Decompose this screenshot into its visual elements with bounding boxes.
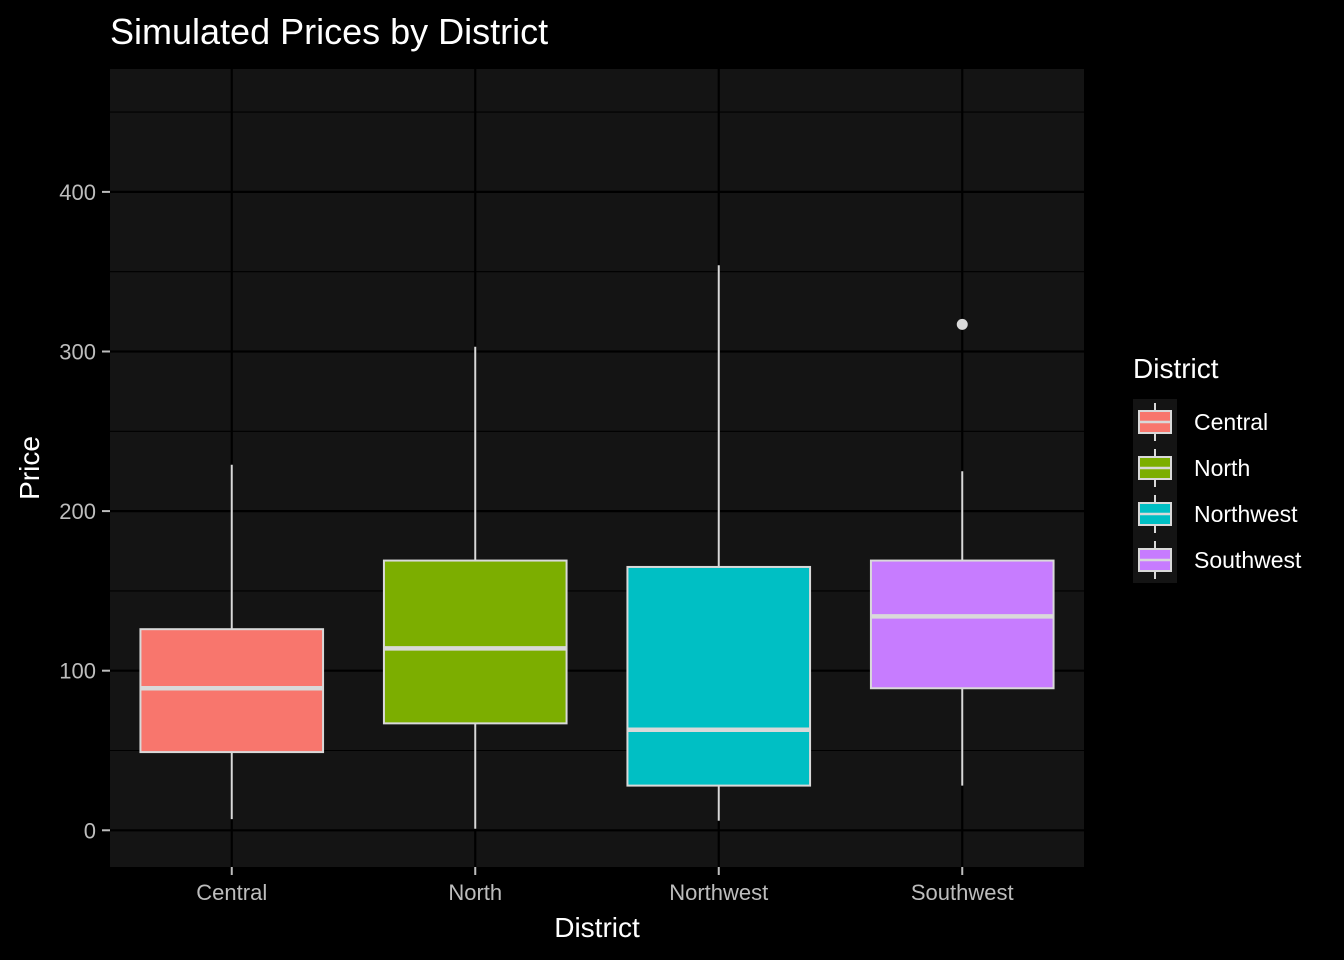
legend-label: Southwest	[1194, 547, 1302, 573]
outlier-point	[956, 318, 968, 330]
box-iqr	[626, 565, 812, 787]
x-tick-label: Central	[196, 880, 267, 905]
legend-key-north	[1138, 449, 1172, 487]
y-tick-label: 0	[84, 818, 96, 843]
box-iqr	[139, 628, 325, 754]
legend-label: Central	[1194, 409, 1268, 435]
y-tick-label: 400	[59, 180, 96, 205]
legend-key-northwest	[1138, 495, 1172, 533]
y-tick-label: 200	[59, 499, 96, 524]
legend-title: District	[1133, 353, 1219, 384]
legend-key-southwest	[1138, 541, 1172, 579]
box-layer	[139, 265, 1055, 829]
box-iqr	[382, 559, 568, 725]
box-north	[382, 346, 568, 829]
y-tick-label: 100	[59, 659, 96, 684]
chart-title: Simulated Prices by District	[110, 11, 548, 52]
x-tick-label: North	[448, 880, 502, 905]
legend-label: Northwest	[1194, 501, 1298, 527]
x-tick-label: Northwest	[669, 880, 768, 905]
legend-key-central	[1138, 403, 1172, 441]
box-southwest	[869, 318, 1055, 786]
box-iqr	[869, 559, 1055, 690]
axes: 0 100 200 300 400 Central North Northwest Southw…	[59, 180, 1013, 905]
x-tick-label: Southwest	[911, 880, 1014, 905]
box-northwest	[626, 265, 812, 821]
legend: District Central North Northwest Southwest	[1133, 353, 1302, 583]
x-axis-title: District	[554, 912, 640, 943]
y-axis-title: Price	[14, 436, 45, 500]
box-central	[139, 464, 325, 820]
legend-label: North	[1194, 455, 1250, 481]
y-tick-label: 300	[59, 339, 96, 364]
